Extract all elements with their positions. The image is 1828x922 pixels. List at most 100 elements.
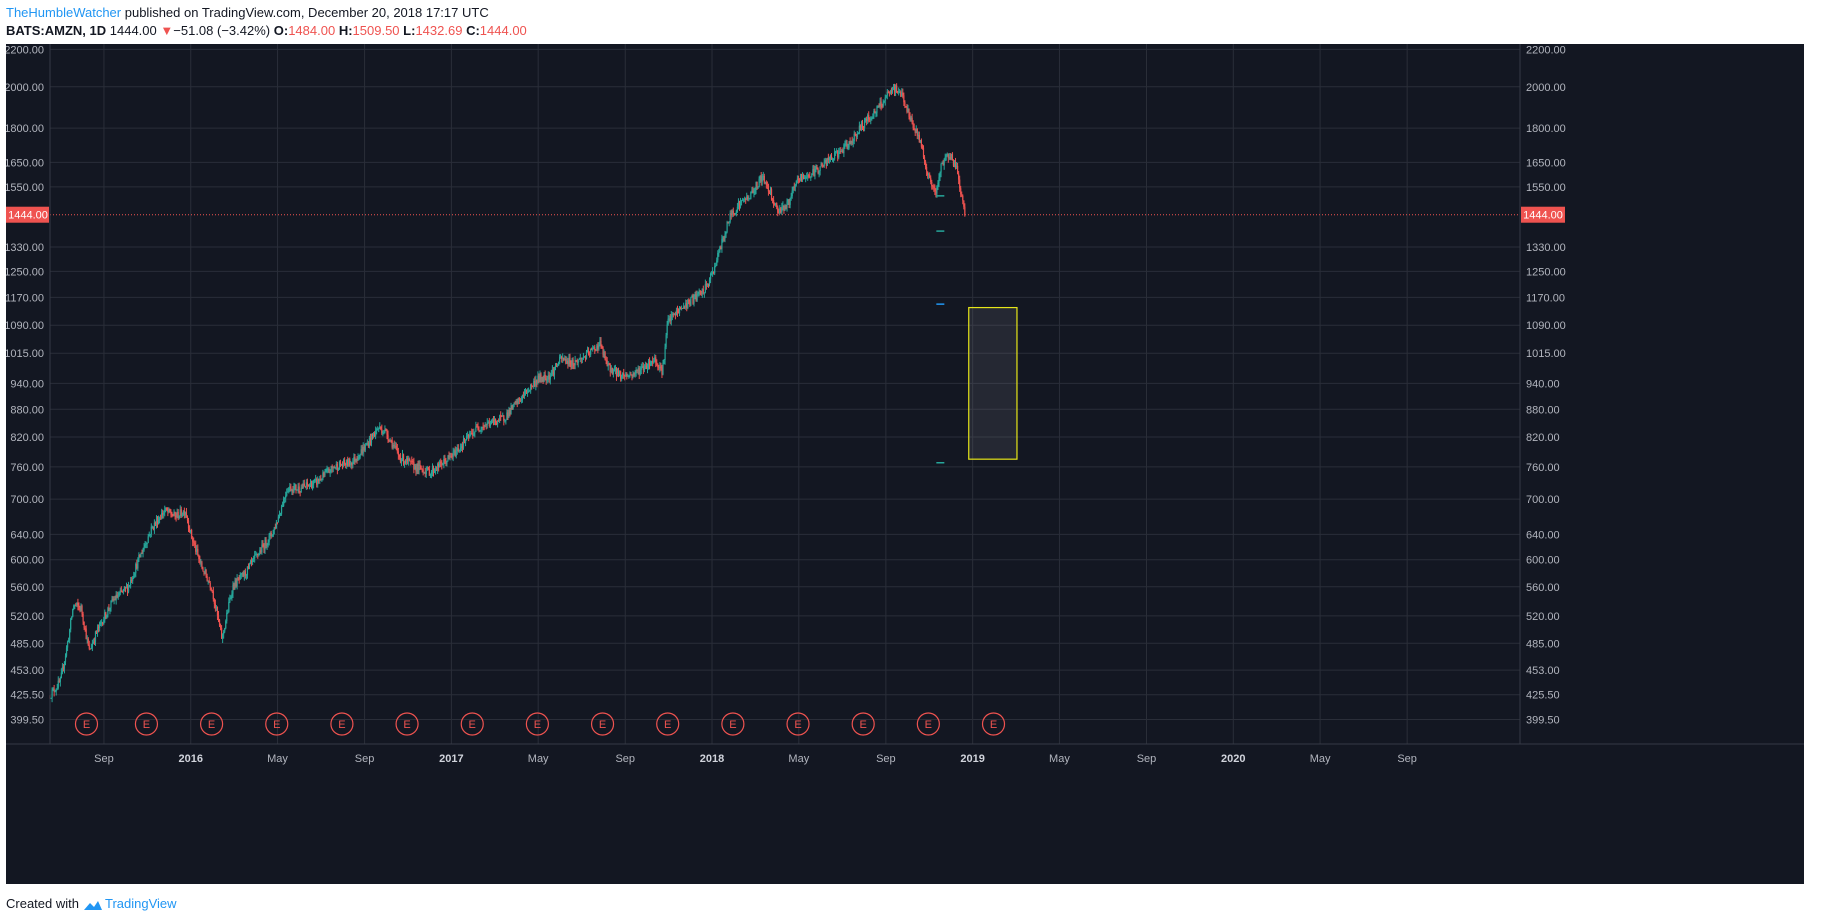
y-tick-label-left: 760.00 (10, 462, 44, 474)
candle-body (203, 571, 205, 574)
earnings-marker[interactable] (786, 712, 810, 736)
axes[interactable]: 399.50 399.50 425.50 425.50 453.00 453.00 485.… (6, 44, 1804, 765)
open-label: O: (273, 23, 289, 38)
candle-body (723, 238, 725, 240)
candle-body (344, 460, 346, 464)
candle-body (732, 210, 734, 214)
candle-body (366, 443, 368, 445)
candle-body (447, 456, 449, 461)
candle-body (355, 458, 357, 462)
candle-body (484, 424, 486, 428)
candle-body (816, 167, 818, 169)
candle-body (205, 569, 207, 577)
candle-body (118, 592, 120, 596)
symbol-label[interactable]: BATS:AMZN, 1D (6, 23, 107, 38)
candle-body (548, 375, 550, 380)
candle-body (919, 140, 921, 143)
candle-body (362, 446, 364, 454)
earnings-marker[interactable] (590, 712, 615, 736)
earnings-marker[interactable] (851, 712, 875, 736)
candle-body (182, 511, 184, 515)
candle-body (378, 428, 380, 430)
candle-body (427, 466, 429, 470)
candle-body (423, 471, 425, 473)
candle-body (369, 438, 372, 443)
candle-body (781, 207, 783, 213)
candle-body (71, 616, 73, 620)
tradingview-brand-link[interactable]: TradingView (104, 896, 177, 911)
candle-body (367, 443, 369, 447)
candle-body (513, 402, 515, 405)
earnings-marker[interactable] (330, 712, 354, 736)
author-link[interactable]: TheHumbleWatcher (6, 5, 122, 20)
candle-body (734, 212, 736, 215)
candle-body (933, 186, 935, 188)
drawings[interactable] (50, 195, 1520, 464)
projection-box[interactable] (968, 306, 1018, 460)
earnings-marker[interactable] (656, 712, 680, 736)
earnings-marker[interactable] (981, 712, 1006, 736)
y-tick-label-left: 1650.00 (6, 157, 44, 169)
candle-body (557, 362, 560, 366)
x-tick-label: Sep (94, 753, 114, 765)
price-chart[interactable]: E E E E E E E E E E E E E E E 399.50 399.50 425.50 425.50… (6, 44, 1804, 884)
candle-body (788, 200, 790, 205)
earnings-marker[interactable] (525, 712, 549, 736)
earnings-marker[interactable] (721, 712, 745, 736)
candle-body (445, 460, 447, 464)
candle-body (425, 470, 427, 475)
candle-body (599, 340, 601, 346)
candle-body (872, 116, 874, 118)
candle-body (611, 367, 613, 374)
earnings-marker[interactable] (74, 712, 99, 736)
candle-body (725, 231, 727, 235)
earnings-marker[interactable] (460, 712, 484, 736)
candle-body (66, 642, 69, 648)
candle-body (565, 359, 567, 364)
candle-body (819, 166, 821, 171)
low-value: 1432.69 (415, 23, 463, 38)
candle-body (249, 561, 252, 564)
candle-body (330, 466, 332, 473)
candle-body (939, 172, 941, 178)
candle-body (887, 91, 889, 93)
earnings-marker[interactable] (916, 712, 940, 736)
candle-body (419, 464, 421, 466)
candle-body (875, 112, 877, 114)
candle-body (747, 196, 749, 200)
candle-body (142, 549, 144, 554)
candle-body (228, 601, 230, 612)
candle-body (542, 377, 544, 382)
chart-pane[interactable]: E E E E E E E E E E E E E E E 399.50 399.50 425.50 425.50… (6, 44, 1804, 884)
candle-body (608, 363, 610, 365)
candle-body (620, 371, 622, 379)
candle-body (414, 465, 416, 470)
candle-body (583, 356, 586, 358)
earnings-marker[interactable] (134, 712, 159, 736)
candle-body (287, 491, 289, 493)
earnings-marker[interactable] (395, 712, 419, 736)
candle-body (54, 691, 56, 693)
earnings-marker[interactable] (265, 712, 289, 736)
candle-body (586, 350, 589, 352)
candle-body (482, 426, 484, 428)
candle-body (774, 204, 776, 206)
y-tick-label-right: 700.00 (1526, 494, 1560, 506)
candle-body (135, 564, 137, 574)
candle-body (487, 422, 489, 424)
candle-body (274, 527, 276, 529)
candle-body (69, 629, 71, 641)
candle-body (641, 366, 643, 368)
candle-body (358, 457, 360, 459)
candle-body (284, 497, 286, 500)
candle-body (932, 186, 934, 188)
candle-body (720, 246, 722, 249)
candle-body (590, 348, 592, 355)
candle-body (429, 474, 432, 476)
candle-body (539, 374, 541, 382)
candle-body (904, 102, 906, 107)
earnings-marker-label: E (794, 719, 801, 731)
earnings-marker[interactable] (199, 712, 224, 736)
candle-body (959, 179, 961, 189)
